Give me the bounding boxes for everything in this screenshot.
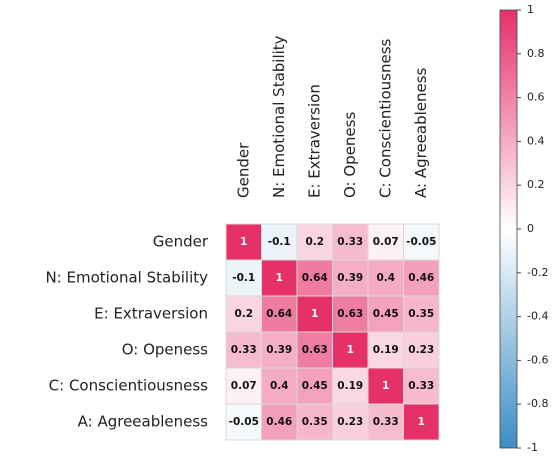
cell bbox=[403, 403, 440, 441]
cell bbox=[403, 367, 440, 405]
cell bbox=[403, 295, 440, 333]
cell-label: 1 bbox=[240, 236, 247, 248]
colorbar-tick-label: -0.4 bbox=[527, 310, 548, 323]
cell bbox=[261, 259, 298, 297]
cell-label: 0.63 bbox=[337, 308, 363, 320]
cell-label: 0.45 bbox=[373, 308, 399, 320]
cell-label: 0.46 bbox=[266, 416, 292, 428]
cell bbox=[403, 331, 440, 369]
cell bbox=[225, 403, 262, 441]
cell-label: 0.35 bbox=[302, 416, 328, 428]
cell-label: 1 bbox=[276, 272, 283, 284]
cell bbox=[261, 295, 298, 333]
cell-label: 1 bbox=[347, 344, 354, 356]
column-label: A: Agreeableness bbox=[412, 67, 430, 198]
cell bbox=[367, 331, 404, 369]
cell-label: 0.46 bbox=[408, 272, 434, 284]
cell-label: -0.05 bbox=[229, 416, 259, 428]
cell-label: 0.23 bbox=[337, 416, 363, 428]
cell-label: 0.33 bbox=[408, 380, 434, 392]
cell-label: 0.4 bbox=[376, 272, 395, 284]
cell bbox=[367, 295, 404, 333]
row-label: E: Extraversion bbox=[94, 305, 208, 323]
cell-label: 0.2 bbox=[234, 308, 253, 320]
column-label: E: Extraversion bbox=[305, 84, 323, 198]
cell-label: 0.39 bbox=[337, 272, 363, 284]
column-label: O: Openess bbox=[341, 112, 359, 198]
cell-label: 0.07 bbox=[231, 380, 257, 392]
colorbar-tick-label: 0.6 bbox=[527, 91, 545, 104]
colorbar-tick-label: 0.4 bbox=[527, 134, 545, 147]
column-label: Gender bbox=[234, 142, 252, 198]
cell bbox=[403, 259, 440, 297]
colorbar-tick-label: 1 bbox=[527, 3, 534, 16]
cell bbox=[367, 367, 404, 405]
cell bbox=[332, 259, 369, 297]
cell-label: 0.63 bbox=[302, 344, 328, 356]
colorbar-tick-label: -0.6 bbox=[527, 353, 548, 366]
cell bbox=[332, 403, 369, 441]
row-label: N: Emotional Stability bbox=[45, 269, 208, 287]
cell-label: 0.19 bbox=[373, 344, 399, 356]
cell-label: 0.64 bbox=[302, 272, 328, 284]
cell bbox=[332, 331, 369, 369]
cell-label: 0.33 bbox=[373, 416, 399, 428]
cell-label: 0.4 bbox=[270, 380, 289, 392]
cell-label: 0.23 bbox=[408, 344, 434, 356]
colorbar bbox=[499, 9, 518, 449]
row-label: C: Conscientiousness bbox=[49, 377, 209, 395]
cell-label: 1 bbox=[382, 380, 389, 392]
cell-label: 0.07 bbox=[373, 236, 399, 248]
colorbar-tick-label: 0.2 bbox=[527, 178, 545, 191]
cell bbox=[332, 367, 369, 405]
colorbar-tick-label: -1 bbox=[527, 441, 538, 454]
cell-label: 0.39 bbox=[266, 344, 292, 356]
column-label: C: Conscientiousness bbox=[376, 38, 394, 198]
colorbar-tick-label: -0.2 bbox=[527, 266, 548, 279]
cell-label: 0.45 bbox=[302, 380, 328, 392]
cell bbox=[296, 367, 333, 405]
cell-label: 0.35 bbox=[408, 308, 434, 320]
colorbar-tick-label: -0.8 bbox=[527, 397, 548, 410]
cell bbox=[403, 223, 440, 261]
cell-label: 0.33 bbox=[337, 236, 363, 248]
cell-label: -0.05 bbox=[406, 236, 436, 248]
column-label: N: Emotional Stability bbox=[270, 35, 288, 198]
cell bbox=[367, 403, 404, 441]
cell bbox=[225, 331, 262, 369]
colorbar-tick-label: 0.8 bbox=[527, 47, 545, 60]
cell-label: -0.1 bbox=[232, 272, 255, 284]
cell-label: 0.64 bbox=[266, 308, 292, 320]
cell bbox=[261, 331, 298, 369]
cell bbox=[261, 223, 298, 261]
cell-label: 0.33 bbox=[231, 344, 257, 356]
cell-label: 0.2 bbox=[305, 236, 324, 248]
cell-label: 0.19 bbox=[337, 380, 363, 392]
row-label: O: Openess bbox=[122, 341, 208, 359]
row-label: Gender bbox=[153, 233, 209, 251]
cell bbox=[296, 331, 333, 369]
cell-label: 1 bbox=[418, 416, 425, 428]
cell-label: -0.1 bbox=[268, 236, 291, 248]
cell bbox=[332, 295, 369, 333]
cell bbox=[225, 223, 262, 261]
cell-label: 1 bbox=[311, 308, 318, 320]
colorbar-tick-label: 0 bbox=[527, 222, 534, 235]
row-label: A: Agreeableness bbox=[78, 413, 209, 431]
